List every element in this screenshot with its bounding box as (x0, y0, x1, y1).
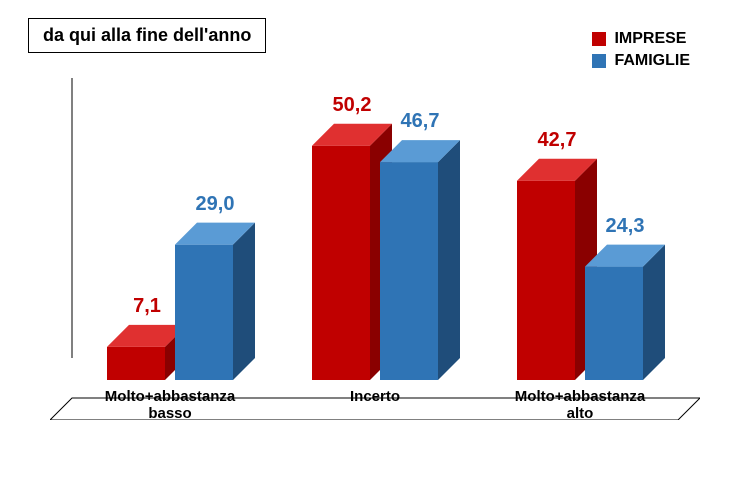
bar-value-label: 24,3 (586, 215, 664, 238)
bar (50, 100, 700, 420)
legend-swatch-imprese (592, 32, 606, 46)
bar-value-label: 50,2 (313, 94, 391, 117)
legend: IMPRESE FAMIGLIE (592, 30, 690, 74)
category-label: Incerto (280, 388, 470, 405)
legend-item: IMPRESE (592, 30, 690, 48)
bar-value-label: 7,1 (108, 295, 186, 318)
legend-label: FAMIGLIE (614, 52, 690, 70)
bar-value-label: 42,7 (518, 129, 596, 152)
bar-value-label: 46,7 (381, 110, 459, 133)
legend-item: FAMIGLIE (592, 52, 690, 70)
plot-area: 7,129,050,246,742,724,3 (50, 100, 700, 420)
chart-title: da qui alla fine dell'anno (28, 18, 266, 53)
chart-container: da qui alla fine dell'anno IMPRESE FAMIG… (20, 10, 730, 490)
bar-value-label: 29,0 (176, 193, 254, 216)
category-label: Molto+abbastanzaalto (485, 388, 675, 423)
category-label: Molto+abbastanzabasso (75, 388, 265, 423)
legend-label: IMPRESE (614, 30, 686, 48)
legend-swatch-famiglie (592, 54, 606, 68)
